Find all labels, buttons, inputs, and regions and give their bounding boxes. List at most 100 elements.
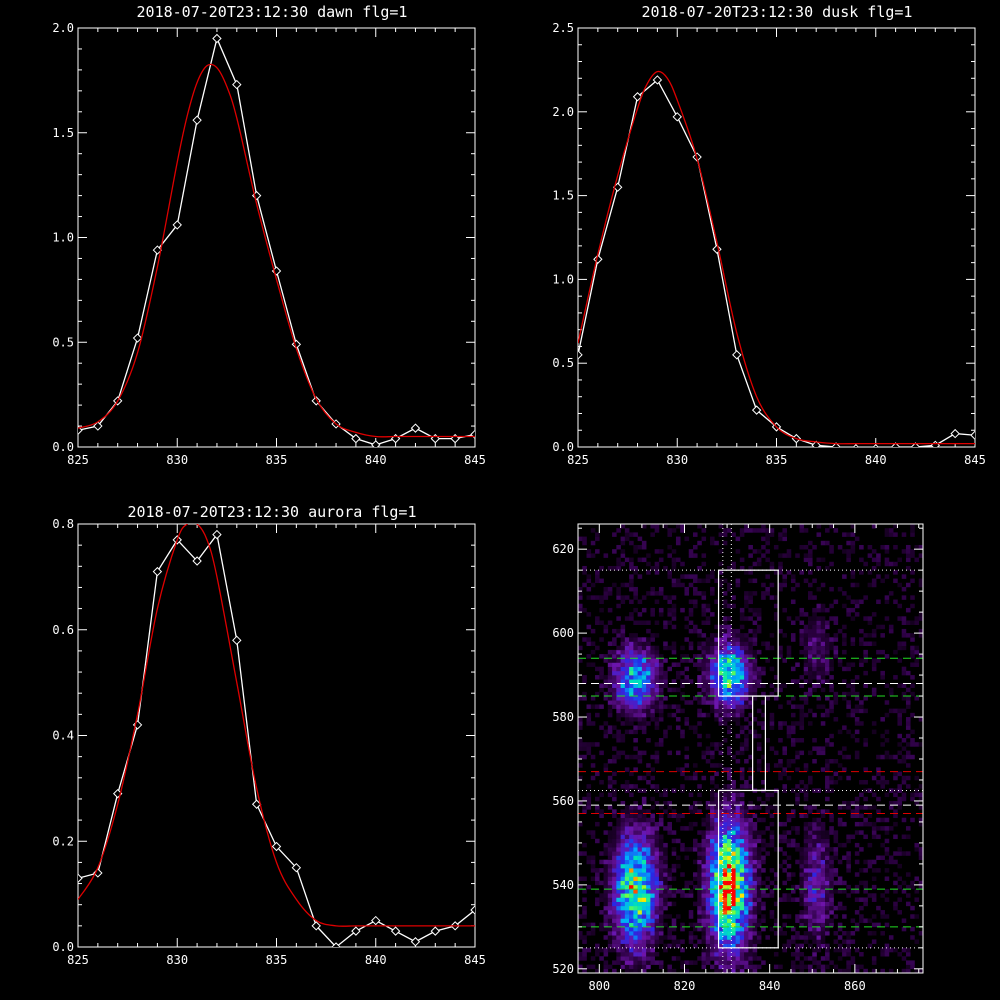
- heatmap-cell: [705, 893, 711, 898]
- heatmap-cell: [799, 683, 805, 688]
- heatmap-cell: [667, 935, 673, 940]
- heatmap-cell: [910, 649, 915, 655]
- heatmap-cell: [769, 805, 775, 810]
- heatmap-cell: [846, 884, 851, 890]
- heatmap-cell: [586, 830, 592, 835]
- heatmap-cell: [629, 918, 634, 923]
- heatmap-cell: [599, 578, 604, 584]
- y-tick-label: 2.0: [52, 21, 74, 35]
- heatmap-cell: [803, 897, 809, 902]
- heatmap-cell: [620, 939, 626, 944]
- heatmap-cell: [808, 775, 813, 781]
- heatmap-cell: [714, 922, 719, 928]
- heatmap-cell: [731, 754, 736, 760]
- heatmap-cell: [671, 603, 677, 609]
- heatmap-cell: [739, 796, 745, 802]
- heatmap-cell: [846, 960, 851, 965]
- heatmap-cell: [820, 649, 826, 655]
- heatmap-cell: [620, 683, 626, 688]
- heatmap-cell: [629, 821, 634, 827]
- heatmap-cell: [646, 641, 651, 646]
- heatmap-cell: [829, 830, 834, 835]
- y-tick-label: 620: [552, 542, 574, 556]
- heatmap-cell: [816, 872, 822, 877]
- heatmap-cell: [744, 943, 749, 949]
- heatmap-cell: [629, 935, 634, 940]
- heatmap-cell: [680, 654, 685, 659]
- heatmap-cell: [752, 868, 758, 873]
- heatmap-cell: [761, 855, 766, 861]
- heatmap-cell: [710, 901, 715, 907]
- heatmap-cell: [812, 855, 817, 861]
- heatmap-cell: [731, 708, 736, 714]
- heatmap-cell: [586, 553, 592, 558]
- heatmap-cell: [769, 645, 775, 651]
- heatmap-cell: [663, 704, 668, 709]
- heatmap-cell: [790, 813, 796, 819]
- heatmap-cell: [578, 754, 583, 760]
- heatmap-cell: [675, 725, 681, 730]
- heatmap-cell: [607, 779, 613, 785]
- heatmap-cell: [727, 809, 732, 814]
- data-point: [93, 421, 103, 431]
- heatmap-cell: [641, 679, 647, 684]
- heatmap-cell: [731, 805, 736, 810]
- heatmap-cell: [697, 939, 702, 944]
- heatmap-cell: [739, 905, 745, 911]
- heatmap-cell: [616, 733, 621, 739]
- heatmap-cell: [846, 935, 851, 940]
- heatmap-cell: [710, 918, 715, 923]
- heatmap-cell: [629, 872, 634, 877]
- heatmap-cell: [586, 717, 592, 722]
- heatmap-cell: [744, 859, 749, 865]
- heatmap-cell: [710, 742, 715, 747]
- heatmap-cell: [905, 884, 911, 890]
- heatmap-cell: [620, 960, 626, 965]
- heatmap-cell: [658, 712, 664, 718]
- heatmap-cell: [590, 704, 596, 709]
- heatmap-cell: [688, 931, 694, 936]
- heatmap-cell: [718, 666, 724, 672]
- heatmap-cell: [884, 738, 890, 743]
- heatmap-cell: [739, 712, 745, 718]
- heatmap-cell: [612, 926, 617, 932]
- heatmap-cell: [671, 876, 677, 881]
- heatmap-cell: [705, 952, 711, 957]
- heatmap-cell: [722, 805, 728, 810]
- heatmap-cell: [918, 612, 924, 617]
- heatmap-cell: [654, 897, 660, 902]
- heatmap-cell: [876, 658, 881, 663]
- heatmap-cell: [595, 821, 600, 827]
- heatmap-cell: [825, 775, 830, 781]
- heatmap-cell: [731, 855, 736, 861]
- heatmap-cell: [582, 809, 587, 814]
- heatmap-cell: [688, 821, 694, 827]
- heatmap-cell: [590, 922, 596, 928]
- heatmap-cell: [650, 842, 655, 848]
- heatmap-cell: [808, 834, 813, 840]
- heatmap-cell: [782, 821, 788, 827]
- heatmap-cell: [910, 633, 915, 638]
- heatmap-cell: [829, 616, 834, 621]
- heatmap-cell: [871, 792, 877, 798]
- heatmap-cell: [901, 670, 907, 676]
- heatmap-cell: [658, 612, 664, 617]
- heatmap-cell: [748, 947, 753, 953]
- heatmap-cell: [825, 712, 830, 718]
- heatmap-cell: [731, 687, 736, 693]
- heatmap-cell: [590, 876, 596, 881]
- heatmap-cell: [727, 842, 732, 848]
- heatmap-cell: [671, 863, 677, 869]
- heatmap-cell: [808, 553, 813, 558]
- heatmap-cell: [701, 880, 707, 886]
- heatmap-cell: [888, 754, 894, 760]
- heatmap-cell: [735, 956, 741, 961]
- heatmap-cell: [637, 872, 643, 877]
- heatmap-cell: [812, 607, 817, 613]
- heatmap-cell: [739, 696, 745, 701]
- heatmap-cell: [629, 771, 634, 777]
- heatmap-cell: [675, 717, 681, 722]
- heatmap-cell: [624, 788, 630, 793]
- heatmap-cell: [607, 914, 613, 919]
